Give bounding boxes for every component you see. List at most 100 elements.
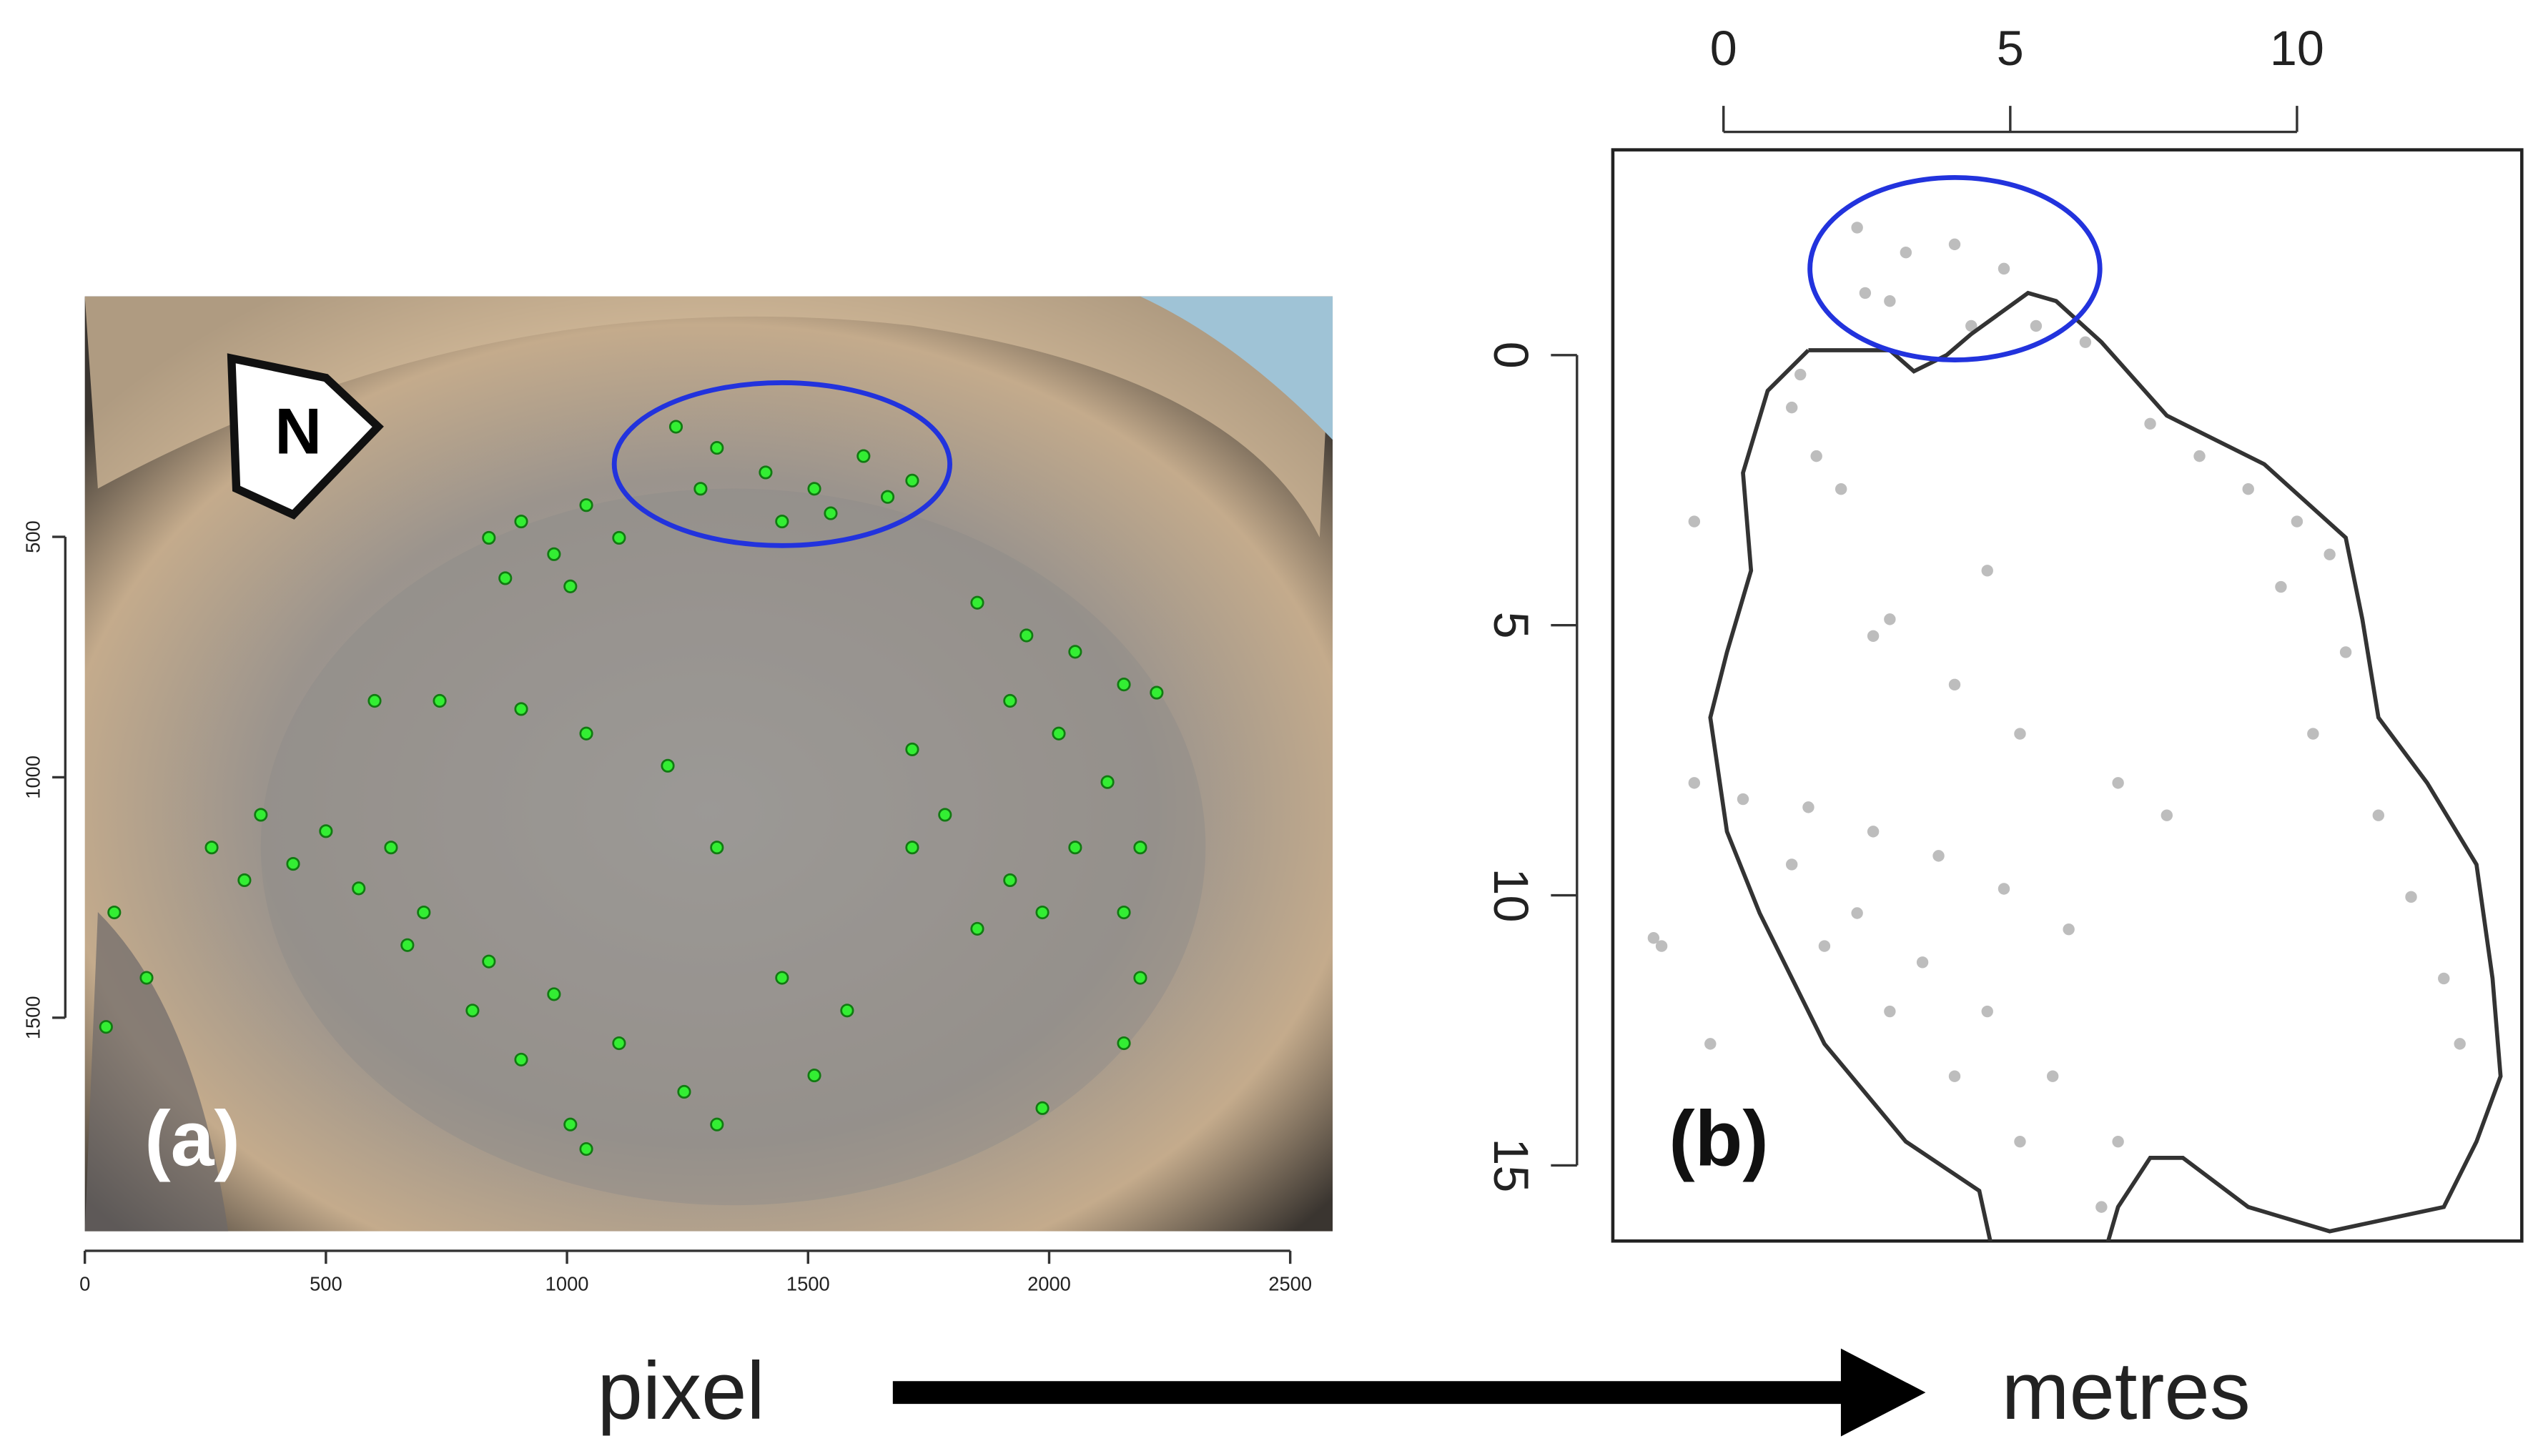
- data-point: [1981, 565, 1993, 577]
- data-point: [417, 905, 431, 920]
- y-tick-label: 5: [1483, 612, 1538, 639]
- data-point: [1851, 907, 1863, 919]
- x-tick-label: 0: [1710, 21, 1737, 76]
- data-point: [254, 808, 268, 822]
- data-point: [1786, 401, 1798, 414]
- data-point: [465, 1004, 480, 1018]
- data-point: [905, 473, 919, 487]
- y-tick-label: 500: [22, 520, 44, 553]
- data-point: [107, 905, 122, 920]
- data-point: [237, 873, 252, 888]
- data-point: [1867, 826, 1880, 838]
- data-point: [1948, 678, 1961, 691]
- y-tick-label: 10: [1483, 868, 1538, 923]
- data-point: [1688, 777, 1701, 789]
- data-point: [99, 1020, 113, 1034]
- data-point: [1884, 613, 1896, 625]
- data-point: [367, 693, 382, 708]
- data-point: [1133, 971, 1147, 985]
- data-point: [1688, 515, 1701, 528]
- data-point: [840, 1004, 854, 1018]
- data-point: [612, 1036, 626, 1051]
- data-point: [2291, 515, 2303, 528]
- data-point: [286, 856, 300, 871]
- data-point: [482, 954, 496, 969]
- data-point: [514, 514, 528, 529]
- arrow-head: [1840, 1348, 1926, 1437]
- plot-area: [99, 420, 1164, 1157]
- data-point: [1117, 905, 1131, 920]
- highlight-ellipse: [611, 380, 952, 548]
- y-tick-label: 1000: [22, 756, 44, 799]
- data-point: [693, 482, 708, 496]
- data-point: [970, 921, 984, 936]
- data-point: [2438, 972, 2450, 985]
- plot-area: [1647, 222, 2503, 1242]
- data-point: [2275, 580, 2287, 593]
- data-point: [2307, 728, 2319, 740]
- data-point: [905, 841, 919, 855]
- data-point: [1035, 905, 1050, 920]
- data-point: [710, 1117, 724, 1131]
- data-point: [1035, 1101, 1050, 1115]
- data-point: [2454, 1038, 2466, 1050]
- data-point: [661, 758, 675, 773]
- x-tick-label: 1000: [545, 1272, 589, 1294]
- data-point: [514, 1052, 528, 1066]
- data-point: [204, 841, 219, 855]
- data-point: [1932, 850, 1945, 862]
- data-point: [1100, 775, 1115, 789]
- outline: [1708, 290, 2503, 1242]
- data-point: [1998, 262, 2010, 275]
- data-point: [2242, 483, 2254, 495]
- panel-label: (b): [1669, 1096, 1769, 1183]
- plot-frame: [1611, 148, 2524, 1243]
- x-tick-label: 2000: [1027, 1272, 1071, 1294]
- data-point: [579, 726, 593, 741]
- data-point: [1737, 793, 1749, 806]
- data-point: [2112, 1135, 2124, 1148]
- data-point: [1884, 1005, 1896, 1018]
- data-point: [1835, 483, 1847, 495]
- data-point: [482, 530, 496, 545]
- data-point: [1068, 645, 1082, 659]
- caption-from: pixel: [597, 1346, 764, 1437]
- data-point: [1150, 685, 1164, 700]
- data-point: [856, 449, 871, 463]
- data-point: [1867, 630, 1880, 642]
- data-point: [1948, 1070, 1961, 1082]
- panel-label: (a): [144, 1096, 240, 1183]
- caption-to: metres: [2002, 1346, 2251, 1437]
- data-point: [1117, 678, 1131, 692]
- data-point: [1981, 1005, 1993, 1018]
- data-point: [775, 514, 789, 529]
- data-point: [775, 971, 789, 985]
- data-point: [880, 490, 895, 504]
- x-tick-label: 500: [310, 1272, 342, 1294]
- data-point: [1948, 238, 1961, 251]
- caption: pixel metres: [597, 1346, 2250, 1437]
- data-point: [563, 1117, 578, 1131]
- data-point: [807, 482, 821, 496]
- data-point: [2324, 548, 2336, 560]
- data-point: [1851, 222, 1863, 234]
- data-point: [1998, 883, 2010, 895]
- data-point: [938, 808, 952, 822]
- data-point: [759, 465, 773, 480]
- data-point: [1818, 940, 1831, 952]
- data-point: [970, 595, 984, 610]
- data-point: [807, 1069, 821, 1083]
- data-point: [2014, 1135, 2026, 1148]
- y-tick-label: 15: [1483, 1138, 1538, 1192]
- data-point: [1884, 295, 1896, 307]
- north-arrow: N: [227, 353, 384, 520]
- data-point: [1655, 940, 1668, 952]
- data-point: [579, 1141, 593, 1157]
- y-tick-label: 0: [1483, 342, 1538, 369]
- data-point: [1900, 247, 1912, 259]
- data-point: [1068, 841, 1082, 855]
- data-point: [1003, 693, 1017, 708]
- x-tick-label: 5: [1997, 21, 2024, 76]
- data-point: [905, 742, 919, 757]
